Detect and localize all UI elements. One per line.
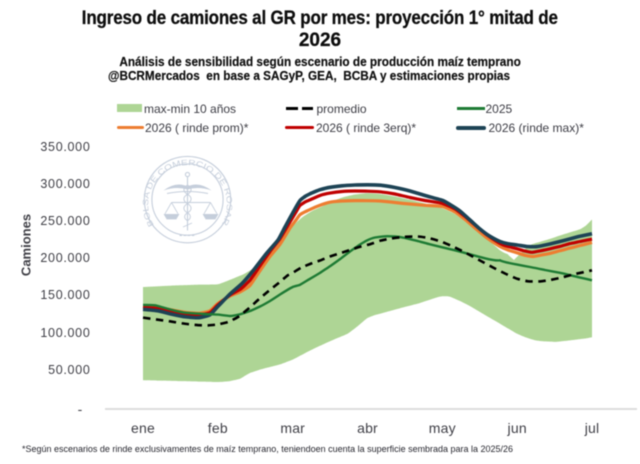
- svg-text:BOLSA DE COMERCIO DE ROSARIO: BOLSA DE COMERCIO DE ROSARIO: [0, 0, 234, 228]
